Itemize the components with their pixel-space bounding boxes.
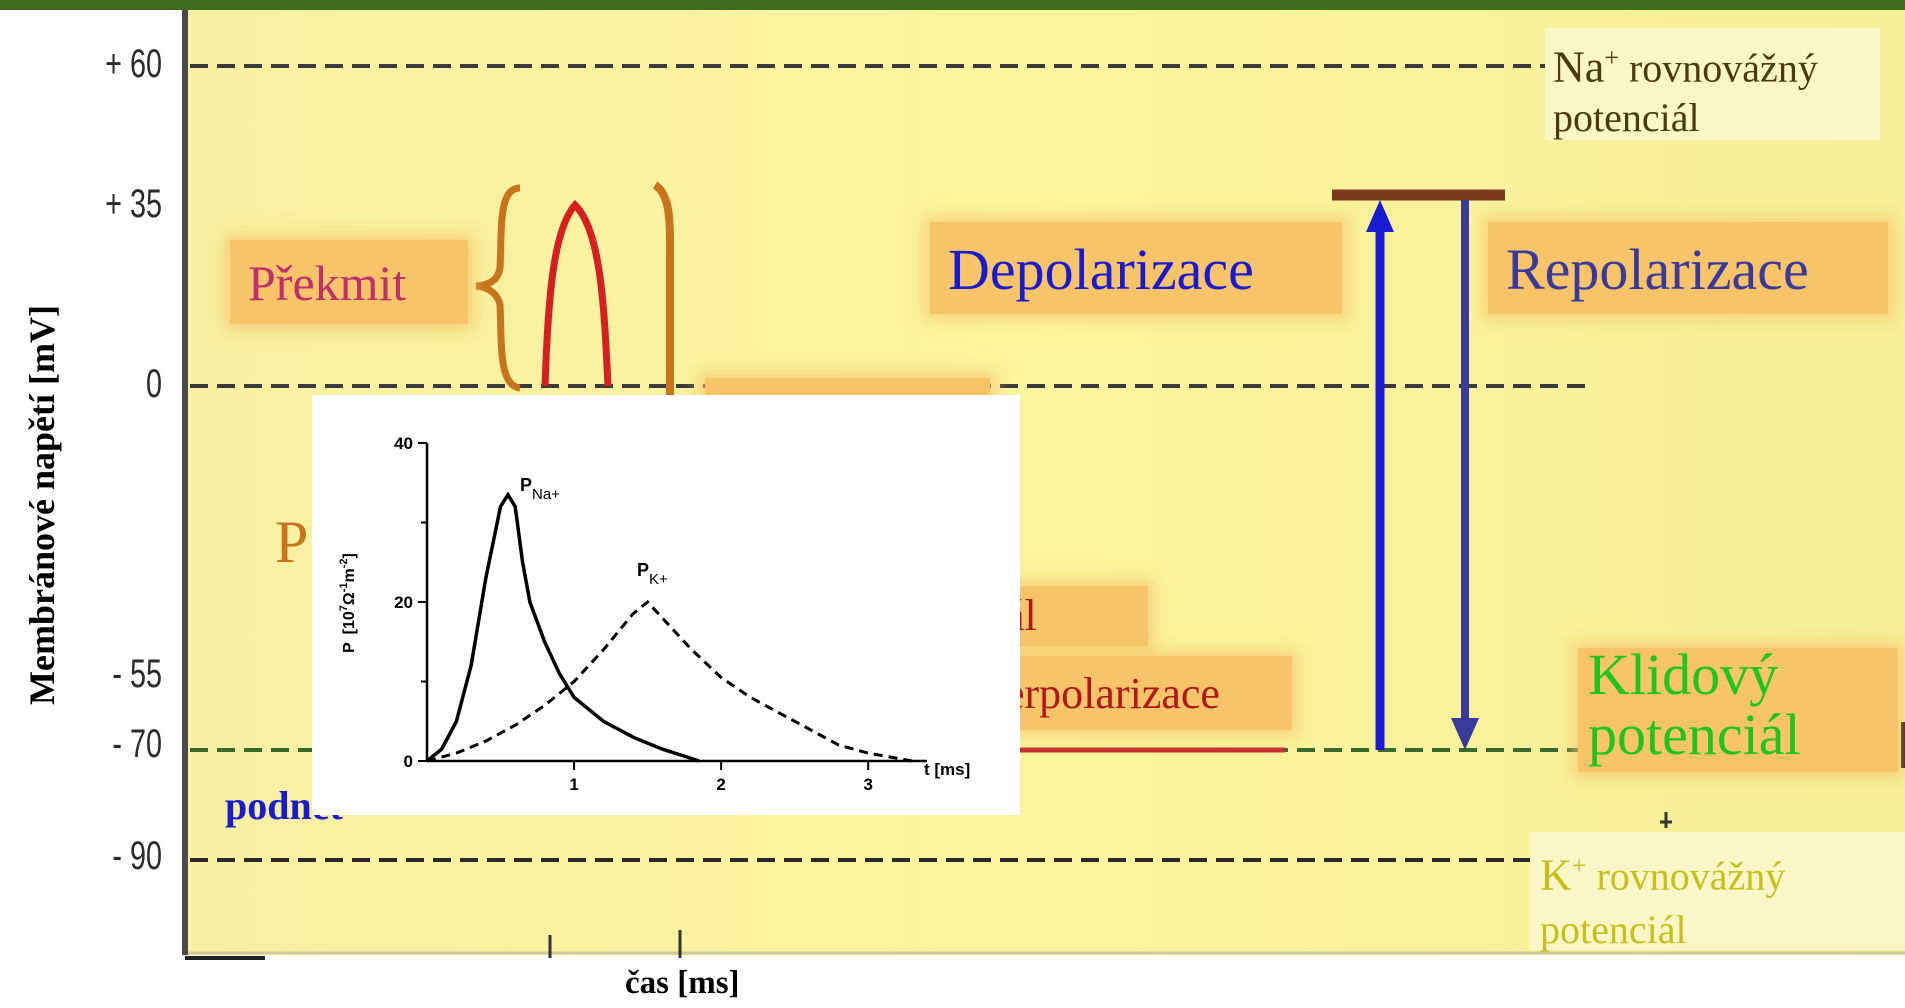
na-label-word: rovnovážný bbox=[1618, 45, 1818, 91]
inset-conductance-chart: 1 2 3 0 20 40 PNa+ PK+ t [ms] P[107Ω-1m-2] bbox=[312, 395, 1020, 815]
k-charge: + bbox=[1571, 851, 1587, 880]
x-axis-label: čas [ms] bbox=[625, 965, 740, 1001]
repolarization-label: Repolarizace bbox=[1506, 237, 1809, 302]
series-label-pk: PK+ bbox=[637, 560, 668, 588]
na-equilibrium-label: Na+ rovnovážný potenciál bbox=[1553, 34, 1818, 142]
resting-box bbox=[1578, 648, 1898, 772]
depolarization-arrowhead bbox=[1366, 200, 1394, 232]
y-tick-label: - 70 bbox=[112, 722, 162, 766]
series-line-pk bbox=[426, 599, 913, 763]
inset-y-tick-label: 20 bbox=[394, 593, 413, 612]
overshoot-bracket-right bbox=[652, 181, 675, 400]
partial-label-hyperpolarization: erpolarizace bbox=[1005, 669, 1220, 718]
k-label-background bbox=[1530, 832, 1905, 950]
na-label-line2: potenciál bbox=[1553, 94, 1700, 140]
inset-y-axis-label: P[107Ω-1m-2] bbox=[338, 553, 358, 653]
depolarization-box bbox=[930, 222, 1342, 314]
depolarization-label: Depolarizace bbox=[948, 237, 1254, 302]
na-charge: + bbox=[1604, 43, 1619, 72]
y-tick-label: 0 bbox=[145, 362, 162, 406]
top-border bbox=[0, 0, 1905, 10]
overshoot-box bbox=[230, 240, 468, 324]
series-label-pna: PNa+ bbox=[520, 475, 560, 503]
inset-svg: 1 2 3 0 20 40 PNa+ PK+ t [ms] P[107Ω-1m-2] bbox=[338, 434, 970, 794]
partial-al-box bbox=[1000, 586, 1148, 646]
k-label-word: rovnovážný bbox=[1586, 853, 1786, 899]
inset-y-tick-label: 0 bbox=[404, 752, 413, 771]
resting-label: Klidový potenciál bbox=[1588, 645, 1801, 765]
partial-label-p: P bbox=[275, 509, 309, 575]
overshoot-label: Překmit bbox=[248, 255, 407, 311]
inset-y-tick-label: 40 bbox=[394, 434, 413, 453]
y-tick-label: - 55 bbox=[112, 652, 162, 696]
inset-x-axis-label: t [ms] bbox=[924, 760, 970, 779]
series-line-pna bbox=[425, 491, 700, 763]
overshoot-bracket bbox=[475, 184, 521, 392]
k-symbol: K bbox=[1540, 850, 1572, 900]
action-potential-curve bbox=[541, 199, 612, 387]
k-equilibrium-label: K+ rovnovážný potenciál bbox=[1540, 840, 1785, 956]
y-tick-label: - 90 bbox=[112, 834, 162, 878]
na-symbol: Na bbox=[1553, 42, 1605, 92]
resting-line1: Klidový bbox=[1588, 642, 1779, 707]
y-tick-label: + 35 bbox=[105, 182, 162, 226]
inset-x-tick-label: 2 bbox=[716, 775, 725, 794]
inset-x-tick-label: 1 bbox=[569, 775, 578, 794]
y-axis-label: Membránové napětí [mV] bbox=[22, 305, 62, 705]
resting-line2: potenciál bbox=[1588, 702, 1801, 767]
repolarization-arrowhead bbox=[1451, 718, 1479, 750]
y-tick-label: + 60 bbox=[105, 42, 162, 86]
inset-x-tick-label: 3 bbox=[863, 775, 872, 794]
k-label-line2: potenciál bbox=[1540, 906, 1687, 952]
repolarization-box bbox=[1488, 222, 1888, 314]
na-label-background bbox=[1545, 28, 1880, 140]
y-axis-line bbox=[182, 10, 188, 955]
partial-hyper-box bbox=[1000, 656, 1292, 730]
